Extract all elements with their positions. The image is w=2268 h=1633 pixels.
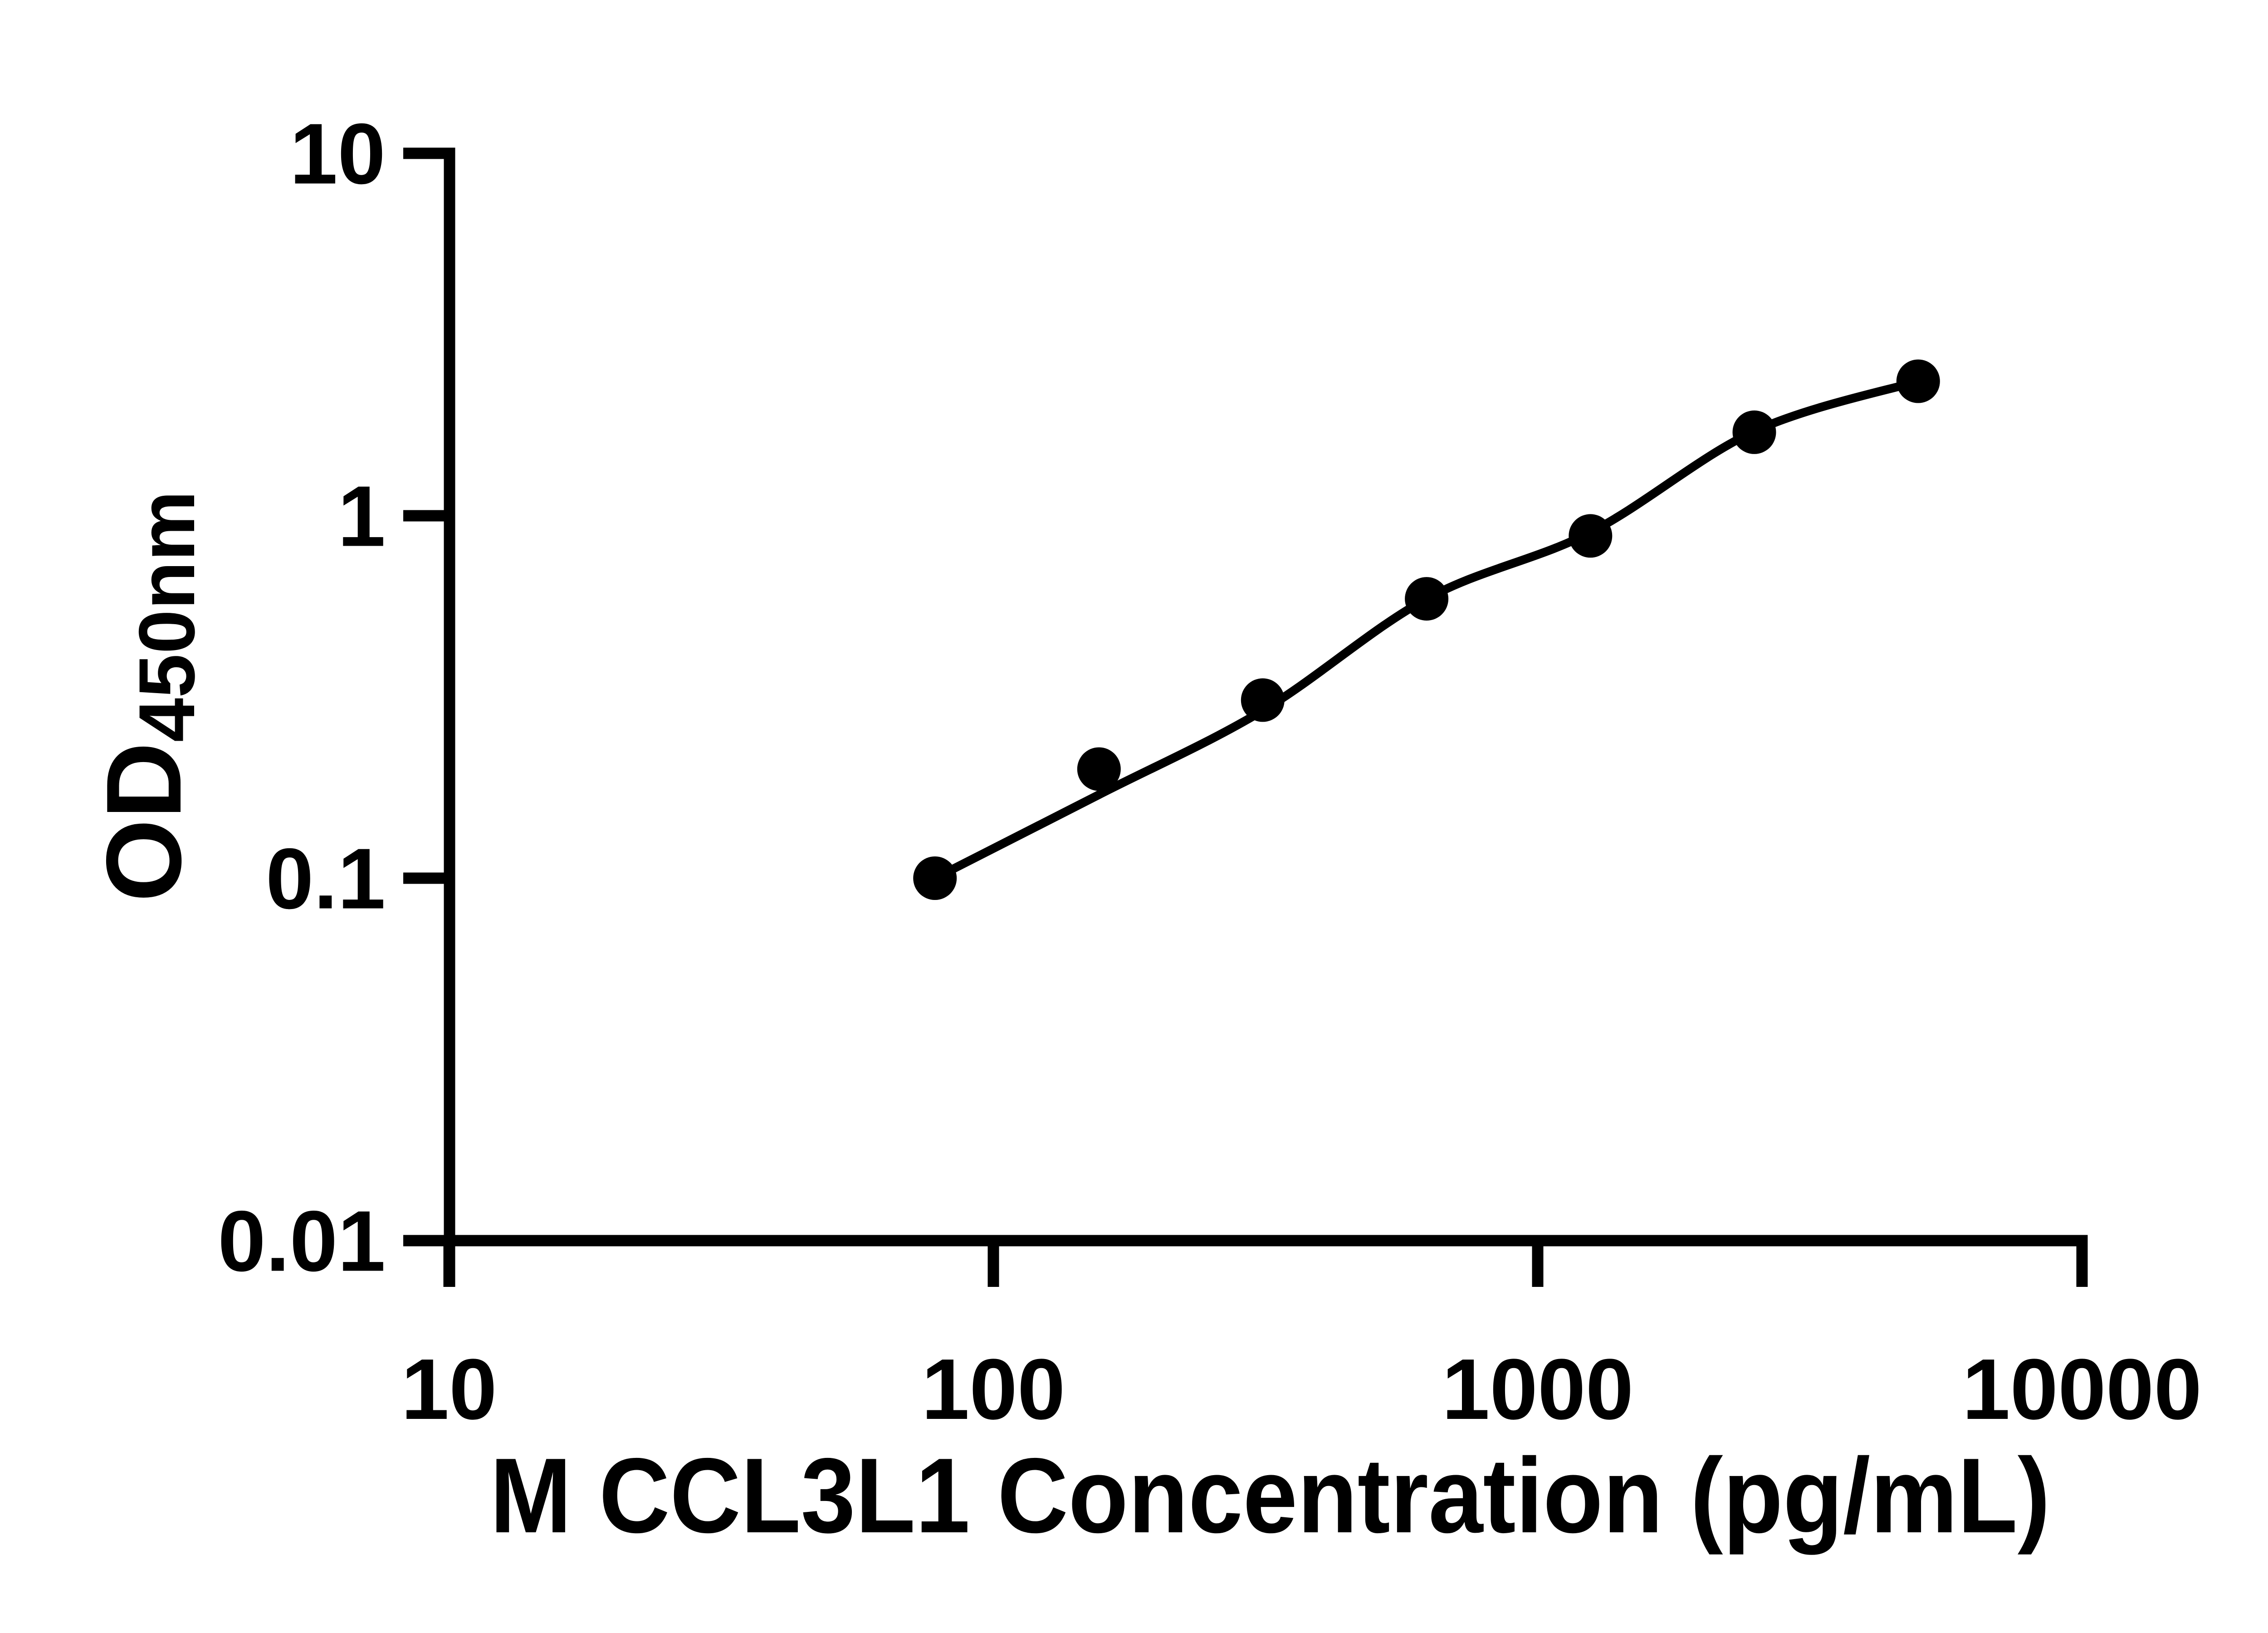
y-tick-label-1: 1: [337, 469, 386, 565]
x-tick-label-10: 10: [401, 1341, 497, 1437]
y-tick-label-0.1: 0.1: [266, 831, 386, 927]
y-axis-title-main: OD: [84, 742, 203, 902]
data-points: [913, 359, 1940, 900]
fit-curve-path: [930, 377, 1923, 883]
axes: [444, 153, 2088, 1287]
x-tick-label-100: 100: [921, 1341, 1065, 1437]
y-axis-title: OD450nm: [84, 491, 211, 902]
data-point-625pgml: [1405, 577, 1449, 621]
data-point-1250pgml: [1569, 514, 1613, 558]
x-tick-label-1000: 1000: [1442, 1341, 1634, 1437]
data-point-2500pgml: [1732, 410, 1776, 454]
x-tick-label-10000: 10000: [1962, 1341, 2202, 1437]
data-point-78.1pgml: [913, 856, 957, 900]
data-point-312.5pgml: [1241, 678, 1285, 722]
data-point-156.3pgml: [1077, 747, 1121, 791]
tick-marks: [403, 147, 2088, 1287]
x-axis-title: M CCL3L1 Concentration (pg/mL): [490, 1436, 2050, 1555]
y-tick-label-10: 10: [290, 106, 386, 202]
fit-curve: [930, 377, 1923, 883]
y-tick-label-0.01: 0.01: [218, 1193, 386, 1290]
y-axis-title-subscript: 450nm: [123, 491, 211, 742]
data-point-5000pgml: [1896, 359, 1940, 403]
